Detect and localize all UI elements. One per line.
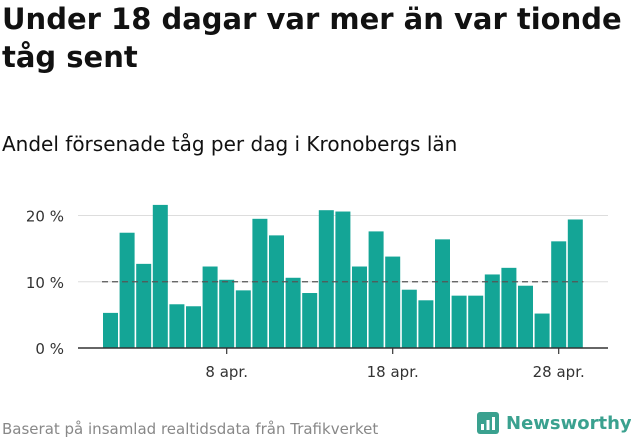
bar (152, 204, 168, 348)
x-tick-label: 8 apr. (205, 363, 248, 381)
chart-subtitle: Andel försenade tåg per dag i Kronobergs… (2, 132, 458, 156)
bar (103, 312, 118, 348)
bar (335, 211, 351, 348)
bar (468, 295, 484, 348)
newsworthy-logo[interactable]: Newsworthy (476, 409, 631, 437)
bar (302, 293, 318, 348)
bar (136, 263, 152, 348)
bar (567, 219, 583, 348)
source-note: Baserat på insamlad realtidsdata från Tr… (2, 420, 379, 438)
bar (534, 313, 550, 348)
bar (169, 304, 185, 348)
bar (551, 241, 567, 348)
bar (501, 267, 517, 348)
bar (435, 239, 450, 348)
bar (252, 218, 268, 348)
bar (484, 274, 500, 348)
bar (352, 266, 367, 348)
y-tick-label: 0 % (35, 340, 64, 358)
bar (219, 279, 235, 348)
x-tick-label: 28 apr. (533, 363, 585, 381)
bar (385, 256, 401, 348)
bar (518, 285, 533, 348)
bar (269, 235, 284, 348)
bar (401, 289, 417, 348)
bar (368, 231, 384, 348)
y-tick-label: 10 % (26, 274, 64, 292)
bar (318, 210, 334, 348)
bar-chart: 0 % 10 % 20 % 8 apr. 18 apr. 28 apr. (26, 204, 608, 381)
bar (119, 232, 135, 348)
bar (202, 266, 218, 348)
bar (235, 290, 251, 348)
bar (285, 277, 301, 348)
bar-chart-logo-icon (477, 412, 499, 434)
chart-title: Under 18 dagar var mer än var tionde tåg… (2, 2, 622, 74)
x-tick-label: 18 apr. (367, 363, 419, 381)
bar (186, 306, 201, 348)
bar (451, 295, 467, 348)
bar (418, 300, 434, 348)
y-tick-label: 20 % (26, 208, 64, 226)
logo-text: Newsworthy (506, 412, 631, 434)
